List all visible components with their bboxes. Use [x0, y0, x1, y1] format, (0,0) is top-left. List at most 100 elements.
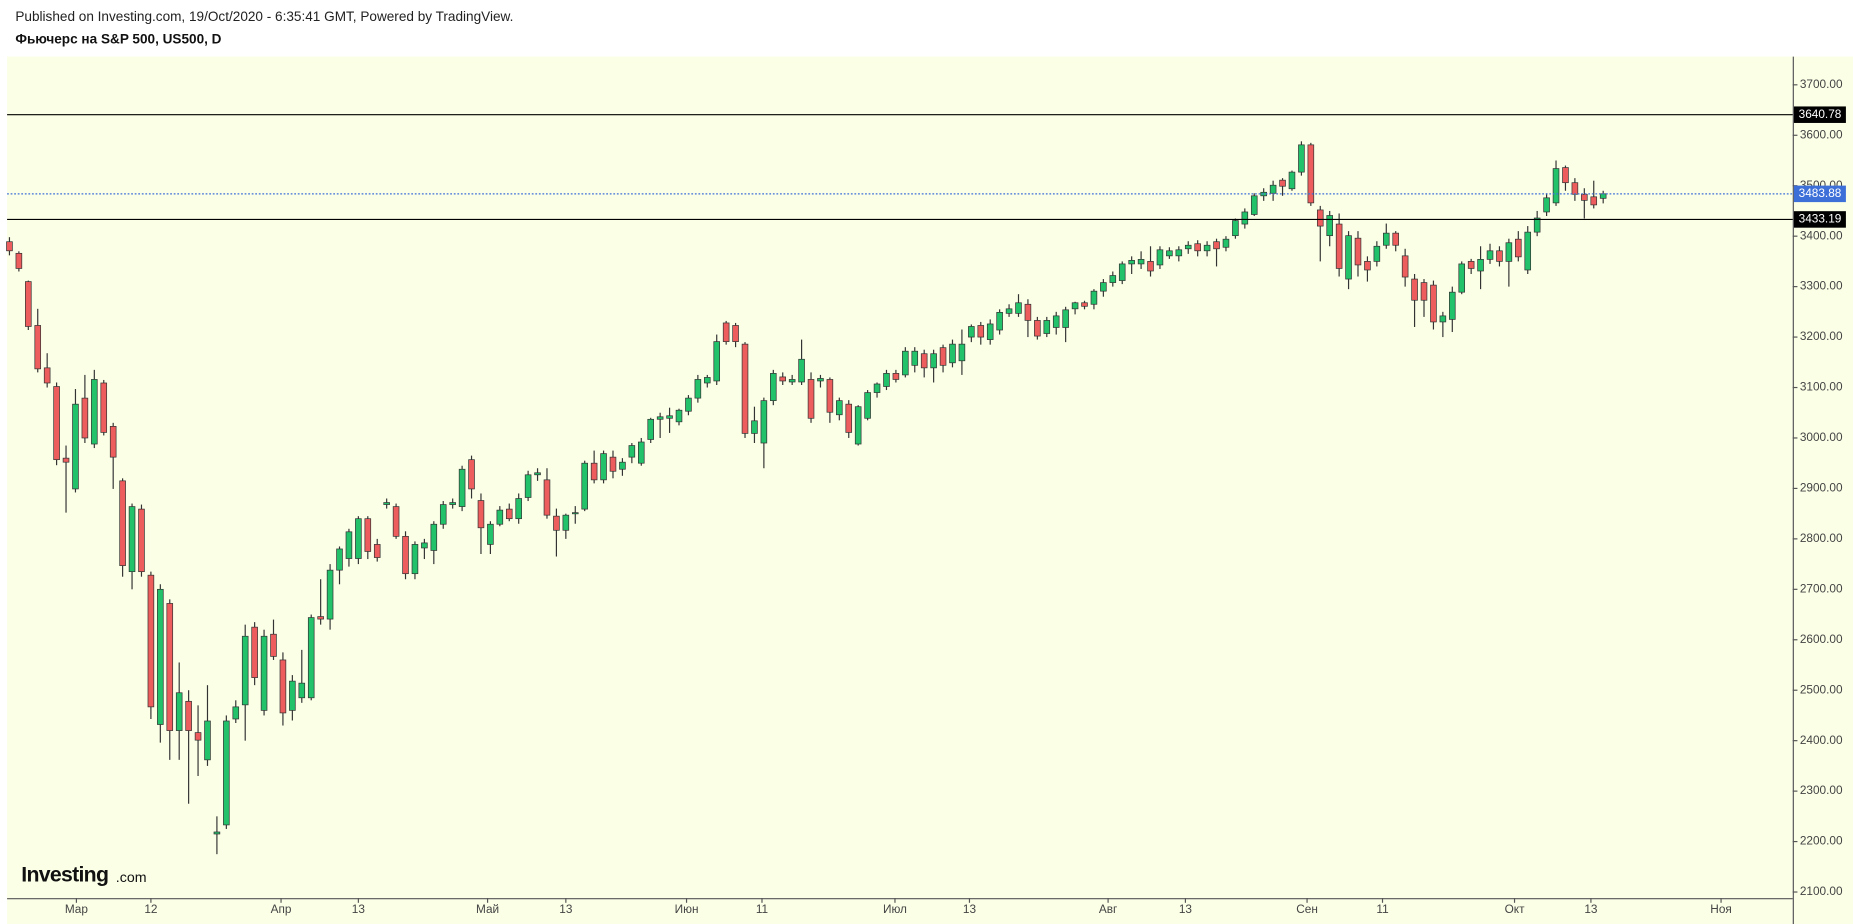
candle-body	[109, 426, 117, 458]
candle-body	[326, 569, 334, 620]
candle-body	[1250, 195, 1258, 215]
candle-body	[553, 515, 560, 531]
candle-body	[1137, 259, 1145, 265]
candle-body	[1222, 238, 1230, 248]
candle-body	[138, 508, 145, 573]
candle-body	[1590, 196, 1598, 206]
candle-body	[392, 506, 400, 537]
candle-body	[1458, 263, 1466, 293]
candle-body	[373, 544, 381, 558]
candle-body	[1515, 238, 1522, 258]
candle-body	[1156, 249, 1164, 266]
candle-body	[298, 682, 306, 699]
candle-body	[1269, 184, 1277, 194]
candle-body	[1194, 243, 1201, 252]
candle-body	[185, 700, 192, 731]
candle-body	[1213, 241, 1220, 250]
candle-body	[241, 635, 249, 706]
candle-body	[355, 518, 362, 559]
candle-body	[911, 350, 919, 366]
candle-body	[741, 343, 749, 434]
candle-body	[571, 512, 579, 515]
y-tick-label: 2500.00	[1800, 682, 1843, 696]
candle-body	[43, 367, 51, 384]
candle-body	[713, 341, 721, 382]
candle-body	[1062, 309, 1069, 328]
candle-body	[751, 420, 758, 434]
candle-body	[166, 603, 174, 731]
candle-body	[505, 508, 513, 520]
candle-body	[421, 542, 428, 549]
y-tick-label: 2900.00	[1800, 481, 1843, 495]
candle-body	[1383, 232, 1390, 246]
level-label: 3640.78	[1799, 107, 1842, 121]
candle-body	[788, 379, 796, 383]
candle-body	[1439, 315, 1447, 323]
candle-body	[1345, 235, 1352, 280]
candle-body	[1109, 275, 1117, 283]
candle-body	[732, 325, 739, 342]
candle-body	[1279, 179, 1286, 187]
x-tick-label: Июл	[883, 902, 907, 916]
candle-body	[1034, 320, 1041, 337]
candle-body	[468, 459, 475, 490]
candle-body	[1449, 291, 1456, 320]
y-tick-label: 3700.00	[1800, 77, 1843, 91]
candle-body	[807, 379, 815, 419]
candle-body	[1005, 308, 1013, 314]
candle-body	[1298, 144, 1305, 173]
candle-body	[685, 397, 692, 412]
level-label: 3433.19	[1799, 212, 1842, 226]
y-tick-label: 2800.00	[1800, 531, 1843, 545]
candle-body	[1288, 171, 1296, 190]
candle-body	[487, 523, 494, 545]
candle-body	[1326, 215, 1333, 237]
candle-body	[449, 502, 456, 505]
candle-body	[986, 323, 994, 340]
candle-body	[128, 506, 136, 573]
x-tick-label: 13	[1584, 902, 1598, 916]
published-line: Published on Investing.com, 19/Oct/2020 …	[15, 9, 513, 24]
candle-body	[157, 588, 164, 725]
y-tick-label: 2300.00	[1800, 783, 1843, 797]
level-label-box	[1793, 185, 1846, 203]
candle-body	[704, 377, 711, 384]
candle-body	[81, 397, 89, 439]
y-tick-label: 3400.00	[1800, 228, 1843, 242]
y-tick-label: 3600.00	[1800, 127, 1843, 141]
candle-body	[430, 523, 438, 551]
candle-body	[1147, 261, 1154, 272]
x-tick-label: Авг	[1099, 902, 1117, 916]
candle-body	[1430, 284, 1437, 323]
candle-body	[477, 500, 485, 529]
candle-body	[1071, 302, 1079, 310]
candle-body	[1118, 263, 1126, 281]
candle-body	[581, 462, 588, 510]
candle-body	[1562, 167, 1569, 184]
x-tick-label: 13	[352, 902, 366, 916]
candle-body	[770, 373, 777, 401]
candle-body	[1581, 193, 1588, 201]
candle-body	[15, 252, 23, 269]
candle-body	[270, 633, 277, 657]
y-tick-label: 3000.00	[1800, 430, 1843, 444]
x-tick-label: 11	[756, 902, 768, 916]
candle-body	[213, 831, 221, 835]
candle-body	[543, 479, 551, 516]
candle-body	[1166, 250, 1173, 257]
candle-body	[600, 453, 607, 481]
candle-body	[53, 386, 60, 461]
x-tick-label: 11	[1376, 902, 1388, 916]
candle-body	[1552, 168, 1560, 204]
candle-body	[562, 514, 570, 531]
candle-body	[1571, 182, 1579, 195]
candle-body	[534, 472, 541, 476]
candle-body	[251, 626, 258, 678]
candle-body	[1411, 278, 1418, 301]
candle-body	[854, 406, 862, 445]
candle-body	[1524, 231, 1532, 271]
candle-body	[666, 415, 673, 419]
y-tick-label: 2100.00	[1800, 884, 1843, 898]
candle-body	[722, 322, 730, 342]
